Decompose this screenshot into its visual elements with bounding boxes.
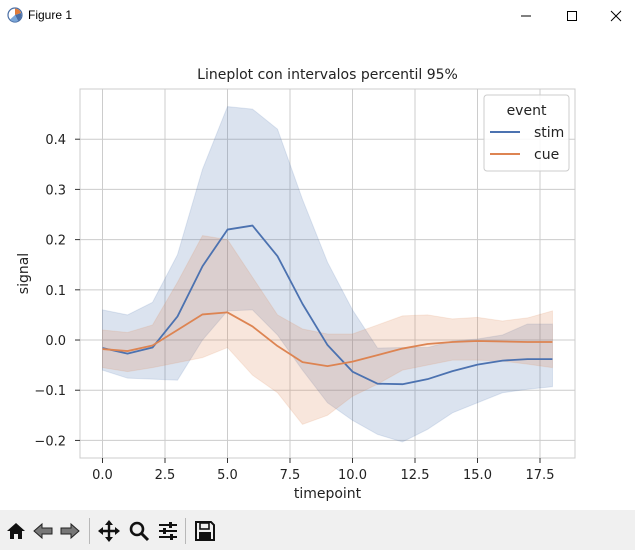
x-tick-label: 15.0: [463, 468, 492, 483]
toolbar-separator: [185, 518, 186, 544]
grid: [80, 89, 575, 458]
minimize-button[interactable]: [503, 0, 549, 32]
ci-band-cue: [102, 235, 553, 425]
series-line-stim: [102, 224, 553, 386]
minimize-icon: [521, 15, 531, 17]
x-tick-label: 7.5: [280, 468, 301, 483]
configure-subplots-button[interactable]: [156, 519, 180, 543]
y-tick-label: 0.1: [45, 284, 66, 299]
y-tick-label: 0.0: [45, 334, 66, 349]
window-title: Figure 1: [28, 8, 73, 22]
window-titlebar: Figure 1: [0, 0, 635, 32]
close-icon: [610, 10, 622, 22]
y-tick-label: 0.3: [45, 183, 66, 198]
y-tick-label: 0.4: [45, 133, 66, 148]
x-tick-label: 12.5: [401, 468, 430, 483]
x-tick-label: 0.0: [92, 468, 113, 483]
legend-title: event: [507, 103, 547, 119]
legend-label-cue: cue: [534, 147, 559, 163]
pan-button[interactable]: [97, 519, 121, 543]
y-tick-label: −0.2: [34, 434, 66, 449]
ci-band-stim: [102, 106, 553, 443]
app-icon: [6, 6, 24, 24]
save-button[interactable]: [193, 519, 217, 543]
back-icon: [33, 522, 53, 540]
save-icon: [195, 521, 215, 541]
figure-canvas: 0.0 2.5 5.0 7.5 10.0 12.5 15.0 17.5 −0.2 −0.1 0.0 0…: [0, 32, 635, 510]
forward-icon: [60, 522, 80, 540]
line-chart: 0.0 2.5 5.0 7.5 10.0 12.5 15.0 17.5 −0.2 −0.1 0.0 0…: [16, 67, 576, 502]
confidence-bands: [102, 106, 553, 443]
home-button[interactable]: [4, 519, 28, 543]
series-lines: [102, 224, 553, 386]
plot-frame: [79, 88, 576, 459]
zoom-button[interactable]: [127, 519, 151, 543]
y-axis-label: signal: [16, 253, 32, 294]
toolbar-separator: [89, 518, 90, 544]
toolbar: [0, 510, 635, 550]
back-button[interactable]: [31, 519, 55, 543]
x-tick-label: 17.5: [526, 468, 555, 483]
legend-box: [483, 94, 570, 172]
home-icon: [7, 523, 25, 539]
x-tick-label: 5.0: [217, 468, 238, 483]
x-tick-label: 10.0: [338, 468, 367, 483]
legend: event stim cue: [483, 94, 570, 172]
series-line-cue: [102, 311, 553, 368]
chart-title: Lineplot con intervalos percentil 95%: [197, 67, 458, 83]
maximize-button[interactable]: [549, 0, 595, 32]
forward-button[interactable]: [58, 519, 82, 543]
close-button[interactable]: [593, 0, 635, 32]
maximize-icon: [567, 11, 577, 21]
legend-label-stim: stim: [534, 125, 564, 141]
configure-subplots-icon: [159, 522, 177, 540]
y-tick-label: 0.2: [45, 234, 66, 249]
x-axis-label: timepoint: [294, 486, 362, 502]
y-tick-label: −0.1: [34, 384, 66, 399]
x-tick-label: 2.5: [155, 468, 176, 483]
pan-icon: [98, 520, 120, 542]
tick-labels: 0.0 2.5 5.0 7.5 10.0 12.5 15.0 17.5 −0.2 −0.1 0.0 0…: [34, 133, 554, 483]
zoom-icon: [129, 521, 150, 542]
